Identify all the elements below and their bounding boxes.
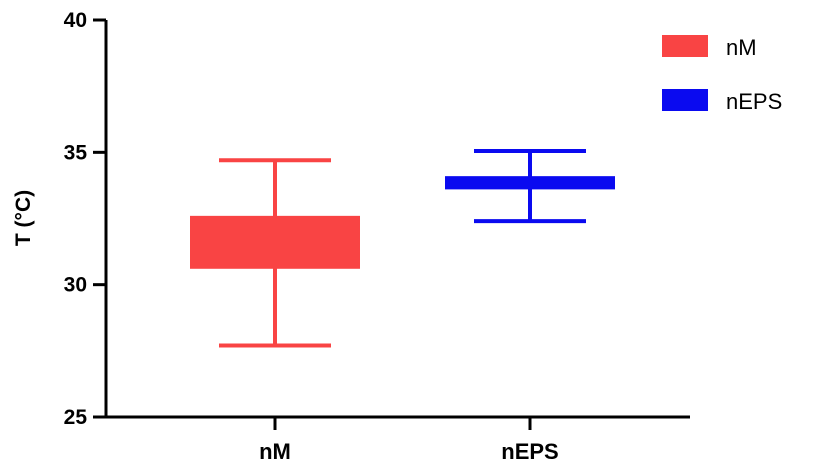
legend: nM nEPS: [662, 35, 782, 114]
axes: [104, 20, 690, 419]
box-nM: [190, 158, 360, 348]
y-axis-title: T (°C): [12, 190, 35, 246]
legend-swatch: [662, 89, 708, 111]
y-tick-label: 25: [64, 406, 88, 429]
legend-label: nEPS: [726, 89, 782, 114]
y-tick-label: 30: [64, 274, 87, 297]
x-tick-label: nM: [259, 439, 291, 464]
y-tick-label: 40: [64, 9, 87, 32]
x-tick-label: nEPS: [501, 439, 558, 464]
y-tick-label: 35: [64, 141, 88, 164]
legend-swatch: [662, 35, 708, 57]
iqr-box: [190, 215, 360, 269]
x-tick-labels: nM nEPS: [259, 417, 559, 464]
y-ticks: 25 30 35 40: [64, 9, 106, 429]
boxes: [190, 149, 615, 348]
box-nEPS: [445, 149, 615, 224]
legend-label: nM: [726, 35, 757, 60]
